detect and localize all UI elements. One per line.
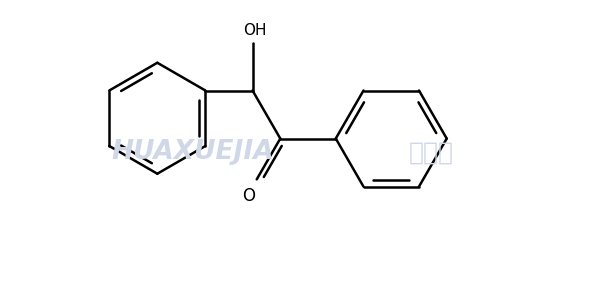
Text: 化学加: 化学加 [408, 140, 453, 164]
Text: HUAXUEJIA: HUAXUEJIA [112, 139, 274, 165]
Text: OH: OH [243, 23, 266, 38]
Text: O: O [242, 187, 255, 205]
